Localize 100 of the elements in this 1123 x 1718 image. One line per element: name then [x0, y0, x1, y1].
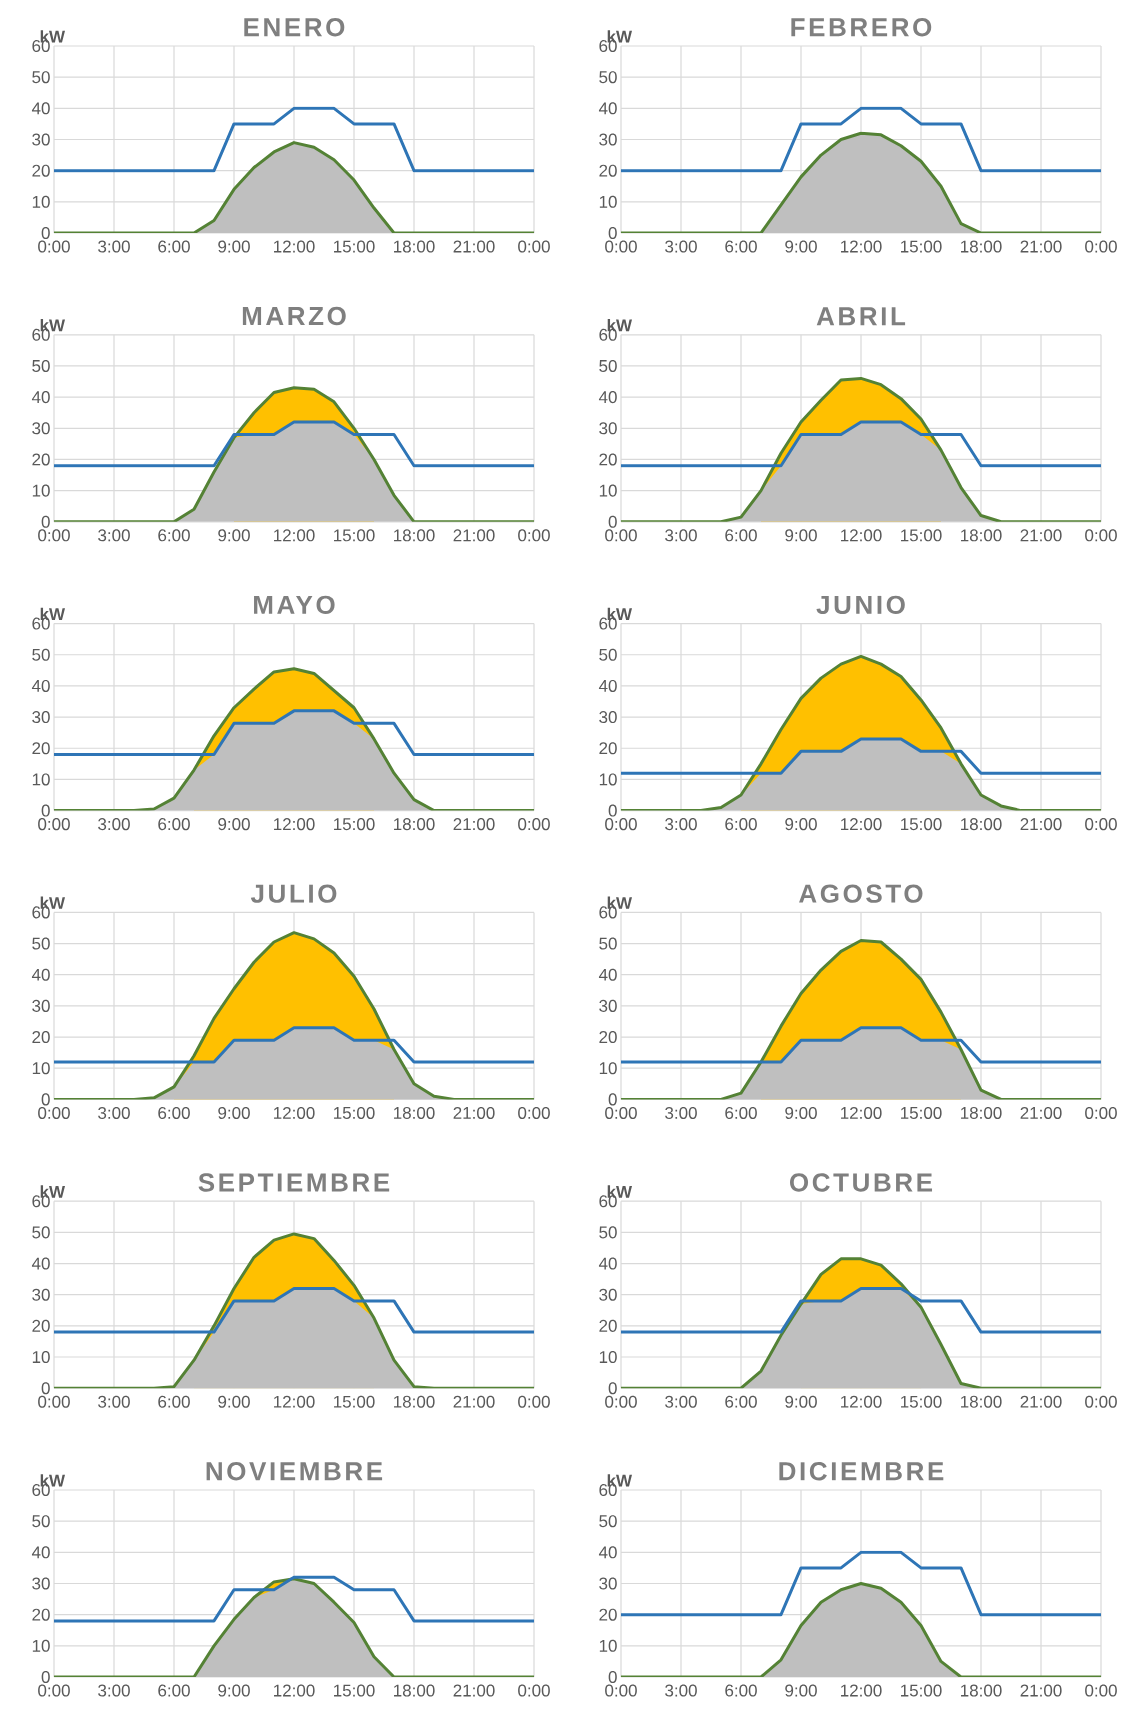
x-tick-label: 12:00 [841, 240, 882, 253]
x-tick-label: 0:00 [518, 1395, 550, 1408]
x-tick-label: 21:00 [453, 1684, 495, 1697]
y-tick-label: 0 [608, 804, 617, 817]
y-tick-label: 20 [599, 742, 617, 755]
chart-title: SEPTIEMBRE [198, 1173, 390, 1192]
y-tick-label: 30 [32, 422, 50, 435]
x-tick-label: 6:00 [725, 1684, 757, 1697]
x-tick-label: 12:00 [841, 818, 882, 831]
x-tick-label: 6:00 [158, 818, 190, 831]
x-tick-label: 0:00 [38, 818, 70, 831]
y-tick-label: 40 [31, 391, 50, 404]
chart-title: JULIO [250, 884, 337, 903]
x-tick-label: 6:00 [725, 1106, 757, 1119]
y-tick-label: 30 [32, 1288, 50, 1301]
y-tick-label: 40 [598, 679, 617, 692]
x-tick-label: 12:00 [841, 1106, 882, 1119]
y-tick-label: 40 [598, 1546, 617, 1559]
x-tick-label: 15:00 [334, 240, 375, 253]
y-tick-label: 10 [599, 773, 617, 786]
x-tick-label: 6:00 [158, 1395, 190, 1408]
y-tick-label: 0 [41, 1093, 50, 1106]
y-tick-label: 50 [599, 1515, 617, 1528]
x-tick-label: 0:00 [38, 1395, 70, 1408]
y-tick-label: 20 [32, 164, 50, 177]
y-tick-label: 20 [599, 1031, 617, 1044]
x-tick-label: 0:00 [518, 818, 550, 831]
y-tick-label: 30 [32, 711, 50, 724]
x-tick-label: 18:00 [394, 1106, 435, 1119]
x-tick-label: 3:00 [98, 1395, 130, 1408]
y-tick-label: 40 [598, 102, 617, 115]
x-tick-label: 3:00 [665, 240, 697, 253]
y-tick-label: 40 [31, 102, 50, 115]
x-tick-label: 0:00 [605, 1395, 637, 1408]
y-tick-label: 20 [32, 1031, 50, 1044]
y-tick-label: 10 [32, 195, 50, 208]
y-tick-label: 50 [32, 359, 50, 372]
x-tick-label: 21:00 [1020, 1106, 1062, 1119]
y-tick-label: 30 [599, 999, 617, 1012]
y-tick-label: 10 [32, 1351, 50, 1364]
y-tick-label: 40 [598, 391, 617, 404]
x-tick-label: 3:00 [98, 240, 130, 253]
x-tick-label: 21:00 [453, 240, 495, 253]
x-tick-label: 15:00 [334, 818, 375, 831]
chart-title: ENERO [244, 18, 345, 37]
y-tick-label: 30 [32, 1577, 50, 1590]
x-tick-label: 3:00 [98, 818, 130, 831]
y-tick-label: 50 [599, 648, 617, 661]
y-tick-label: 50 [599, 359, 617, 372]
x-tick-label: 18:00 [961, 529, 1002, 542]
y-tick-label: 30 [599, 711, 617, 724]
y-tick-label: 0 [41, 226, 50, 240]
x-tick-label: 9:00 [785, 1395, 817, 1408]
y-tick-label: 30 [32, 133, 50, 146]
x-tick-label: 12:00 [841, 529, 882, 542]
x-tick-label: 9:00 [218, 240, 250, 253]
y-tick-label: 30 [599, 1288, 617, 1301]
x-tick-label: 21:00 [453, 1395, 495, 1408]
chart-title: FEBRERO [791, 18, 932, 37]
y-tick-label: 0 [608, 1670, 617, 1684]
x-tick-label: 0:00 [518, 1106, 550, 1119]
y-tick-label: 20 [32, 742, 50, 755]
x-tick-label: 0:00 [38, 1684, 70, 1697]
y-tick-label: 40 [31, 1257, 50, 1270]
x-tick-label: 21:00 [453, 818, 495, 831]
x-tick-label: 9:00 [785, 1106, 817, 1119]
x-tick-label: 6:00 [158, 240, 190, 253]
x-tick-label: 0:00 [518, 240, 550, 253]
x-tick-label: 21:00 [1020, 1684, 1062, 1697]
x-tick-label: 21:00 [453, 1106, 495, 1119]
x-tick-label: 0:00 [1085, 1684, 1117, 1697]
x-tick-label: 6:00 [158, 529, 190, 542]
y-tick-label: 30 [599, 133, 617, 146]
chart-title: MARZO [242, 306, 346, 326]
y-tick-label: 10 [32, 1062, 50, 1075]
x-tick-label: 18:00 [961, 1106, 1002, 1119]
y-tick-label: 0 [608, 1093, 617, 1106]
x-tick-label: 0:00 [605, 529, 637, 542]
chart-title: AGOSTO [799, 884, 923, 903]
y-tick-label: 50 [32, 648, 50, 661]
x-tick-label: 0:00 [1085, 1395, 1117, 1408]
x-tick-label: 15:00 [901, 240, 942, 253]
x-tick-label: 18:00 [961, 818, 1002, 831]
x-tick-label: 9:00 [785, 818, 817, 831]
x-tick-label: 12:00 [274, 818, 315, 831]
x-tick-label: 9:00 [785, 240, 817, 253]
y-tick-label: 40 [598, 968, 617, 981]
y-tick-label: 30 [599, 422, 617, 435]
y-tick-label: 0 [41, 804, 50, 817]
x-tick-label: 6:00 [158, 1684, 190, 1697]
x-tick-label: 21:00 [453, 529, 495, 542]
x-tick-label: 0:00 [605, 1684, 637, 1697]
x-tick-label: 6:00 [725, 1395, 757, 1408]
y-tick-label: 10 [599, 1351, 617, 1364]
x-tick-label: 6:00 [725, 240, 757, 253]
y-tick-label: 0 [41, 515, 50, 528]
x-tick-label: 0:00 [38, 1106, 70, 1119]
y-tick-label: 50 [599, 71, 617, 84]
x-tick-label: 21:00 [1020, 818, 1062, 831]
x-tick-label: 15:00 [901, 529, 942, 542]
